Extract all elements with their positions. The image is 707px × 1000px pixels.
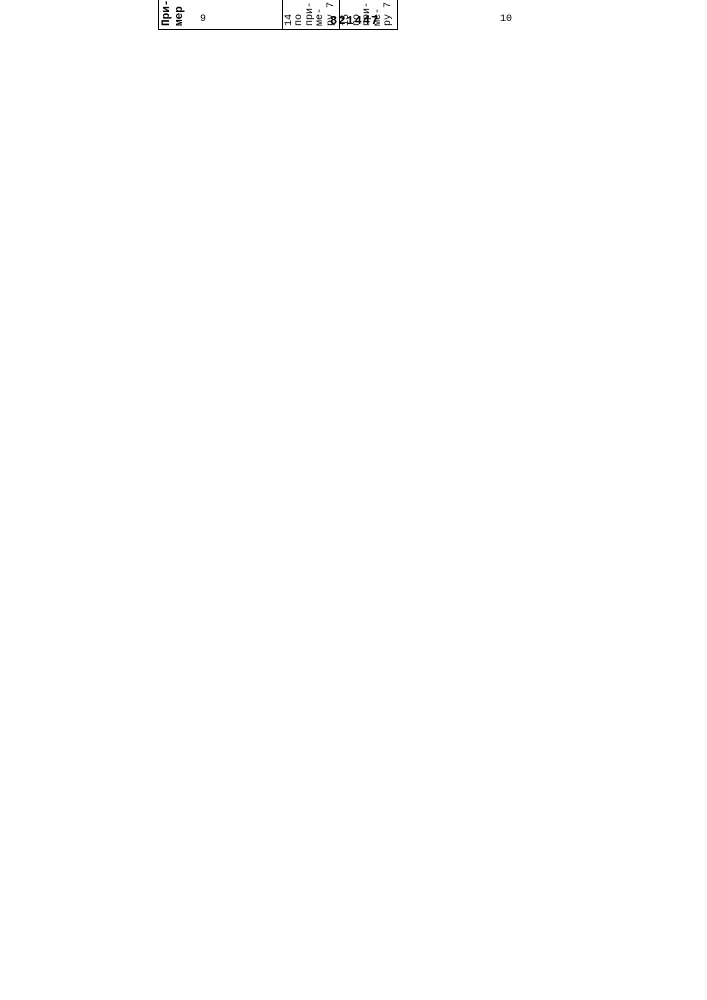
- page-number-right: 10: [500, 14, 512, 25]
- table-continuation-label: Продолжение таблицы: [140, 0, 154, 30]
- cell-primer: 15попри-ме-ру 7: [340, 0, 398, 30]
- page: 9 821447 10 Продолжение таблицы При-мер …: [0, 0, 707, 1000]
- col-primer: При-мер: [159, 0, 283, 30]
- table-body: 14попри-ме-ру 7 37,9 0,22 0 уст/уст. 3 2…: [282, 0, 397, 30]
- rotated-table-container: Продолжение таблицы При-мер Характеристи…: [140, 0, 398, 30]
- table-header: При-мер Характеристики пленкообразова-те…: [159, 0, 283, 30]
- cell-primer: 14попри-ме-ру 7: [282, 0, 340, 30]
- table-row: 15попри-ме-ру 7 50,2 0,1 0 уст/уст. 3 2,…: [340, 0, 398, 30]
- table-row: 14попри-ме-ру 7 37,9 0,22 0 уст/уст. 3 2…: [282, 0, 340, 30]
- properties-table: При-мер Характеристики пленкообразова-те…: [158, 0, 398, 30]
